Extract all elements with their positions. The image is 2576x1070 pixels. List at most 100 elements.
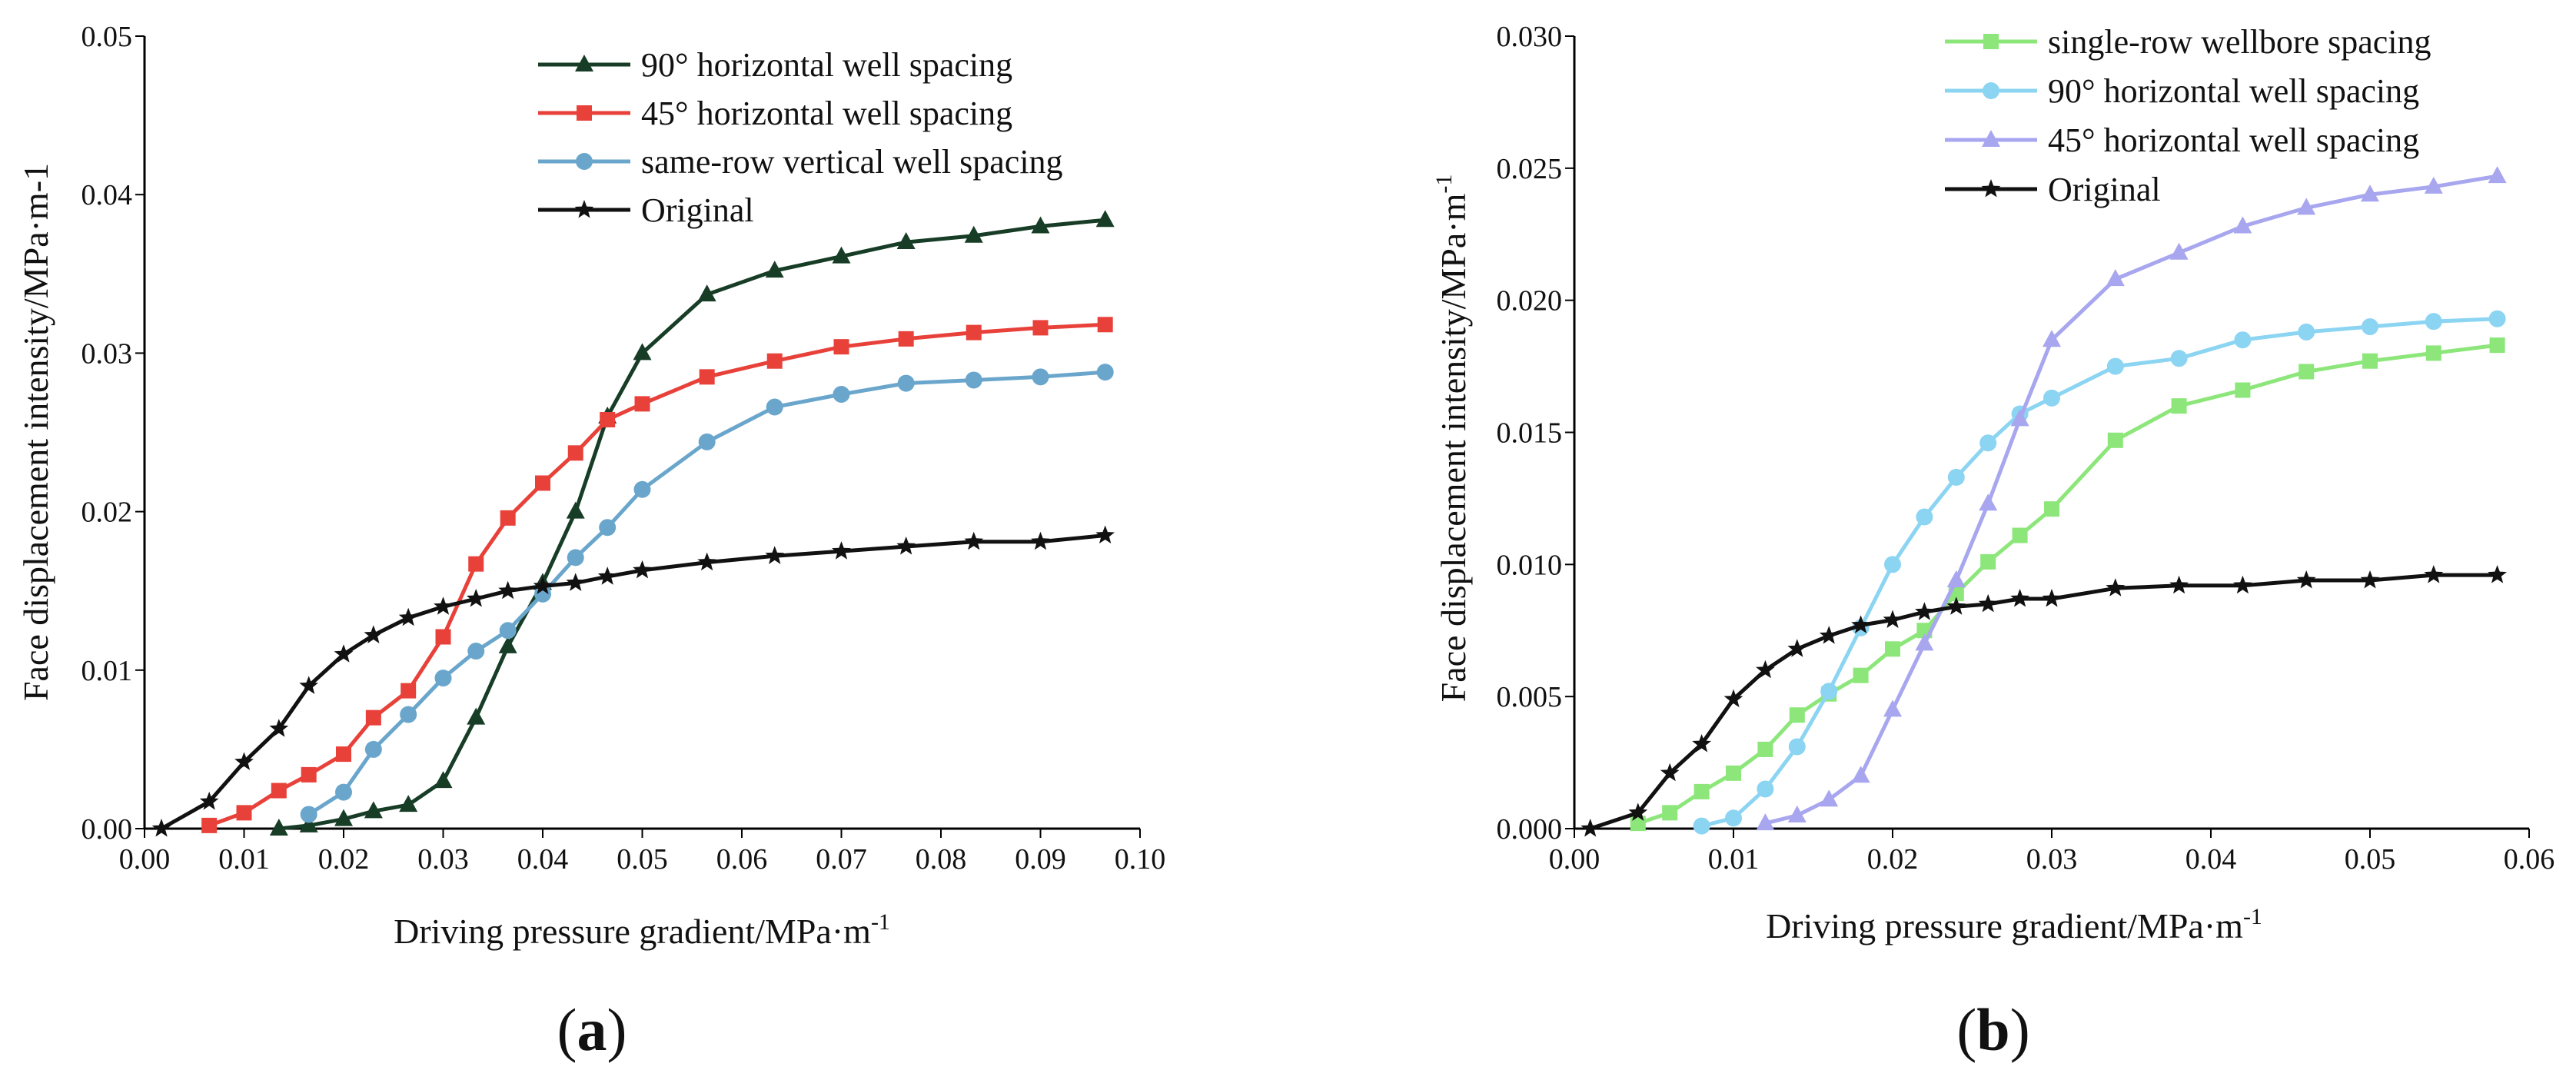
x-ticks-a: 0.00 0.01 0.02 0.03 0.04 0.05 0.06 0.07 0.08 0.09… [119,829,1165,876]
data-point [2042,589,2062,607]
data-point [1694,783,1710,799]
y-tick-label: 0.04 [81,179,133,211]
legend-item: single-row wellbore spacing [1945,23,2431,61]
data-point [1662,805,1678,821]
series-layer-b [1581,166,2507,837]
x-tick-label: 0.03 [2026,843,2078,876]
data-point [2234,331,2252,349]
data-point [1693,817,1710,835]
x-tick-label: 0.07 [816,843,867,876]
data-point [334,809,353,826]
legend-item: Original [538,191,754,229]
legend-marker [1983,34,1999,49]
legend-marker [574,200,594,218]
data-point [765,261,784,278]
data-point [335,783,352,801]
x-tick-label: 0.00 [1549,843,1600,876]
chart-a: 0.00 0.01 0.02 0.03 0.04 0.05 0.06 0.07 0.08 0.09… [16,21,1165,1063]
data-point [2424,565,2444,583]
series-line [1589,573,2498,831]
data-point [896,232,916,250]
x-tick-label: 0.01 [218,843,270,876]
data-point [1095,525,1115,543]
x-tick-label: 0.06 [716,843,768,876]
data-point [2233,575,2252,594]
data-point [1851,766,1870,783]
series-line [1700,317,2498,829]
legend-label: same-row vertical well spacing [641,143,1063,181]
y-ticks-a: 0.00 0.01 0.02 0.03 0.04 0.05 [81,21,145,846]
data-point [1031,216,1050,234]
data-point [434,771,453,789]
data-point [434,670,452,687]
data-point [1660,763,1680,782]
data-point [699,369,715,385]
data-point [535,475,550,491]
x-tick-label: 0.09 [1015,843,1066,876]
y-tick-label: 0.010 [1497,549,1563,581]
data-point [1628,802,1648,821]
x-tick-label: 0.02 [318,843,370,876]
data-point [2297,198,2316,215]
data-point [567,549,584,567]
data-point [897,374,915,392]
data-point [401,683,417,699]
data-point [1915,633,1934,651]
data-point [1787,639,1807,657]
data-point [832,246,851,264]
data-point [1096,364,1114,381]
data-point [201,817,218,833]
data-point [498,580,517,600]
data-point [698,433,716,450]
y-tick-label: 0.015 [1497,417,1563,450]
data-point [600,412,616,428]
data-point [2106,578,2126,596]
data-point [1581,819,1600,837]
data-point [467,707,486,725]
x-ticks-b: 0.00 0.01 0.02 0.03 0.04 0.05 0.06 [1549,829,2554,876]
x-tick-label: 0.04 [2185,843,2237,876]
x-axis-title-b: Driving pressure gradient/MPa·m-1 [1766,904,2262,945]
x-tick-label: 0.00 [119,843,171,876]
data-point [364,740,382,758]
data-point [1978,593,1998,613]
data-point [151,819,171,837]
data-point [634,396,650,412]
data-point [2233,216,2252,234]
data-point [1097,317,1113,333]
legend-item: same-row vertical well spacing [538,143,1063,181]
x-tick-label: 0.02 [1867,843,1919,876]
data-point [2361,184,2379,202]
data-point [966,324,982,341]
legend-label: single-row wellbore spacing [2048,23,2431,61]
data-point [2489,337,2505,354]
data-point [400,706,417,723]
data-point [1979,493,1998,511]
data-point [1820,789,1839,807]
data-point [467,643,485,660]
data-point [234,752,254,770]
data-point [1725,809,1742,827]
y-tick-label: 0.005 [1497,681,1563,713]
data-point [334,644,354,663]
legend-item: Original [1945,171,2161,208]
y-ticks-b: 0.000 0.005 0.010 0.015 0.020 0.025 0.030 [1497,21,1574,846]
data-point [633,480,651,498]
data-point [398,607,418,626]
data-point [434,596,453,615]
data-point [1756,813,1775,831]
legend-marker [576,153,593,170]
data-point [2296,570,2316,589]
series-line [1764,174,2498,826]
data-point [965,371,982,389]
legend-label: 90° horizontal well spacing [2048,72,2419,110]
data-point [898,331,914,347]
data-point [468,556,484,572]
data-point [2298,364,2315,380]
y-tick-label: 0.000 [1497,813,1563,846]
data-point [1095,210,1115,228]
data-point [2488,310,2506,327]
data-point [2043,330,2061,347]
y-tick-label: 0.01 [81,655,133,687]
